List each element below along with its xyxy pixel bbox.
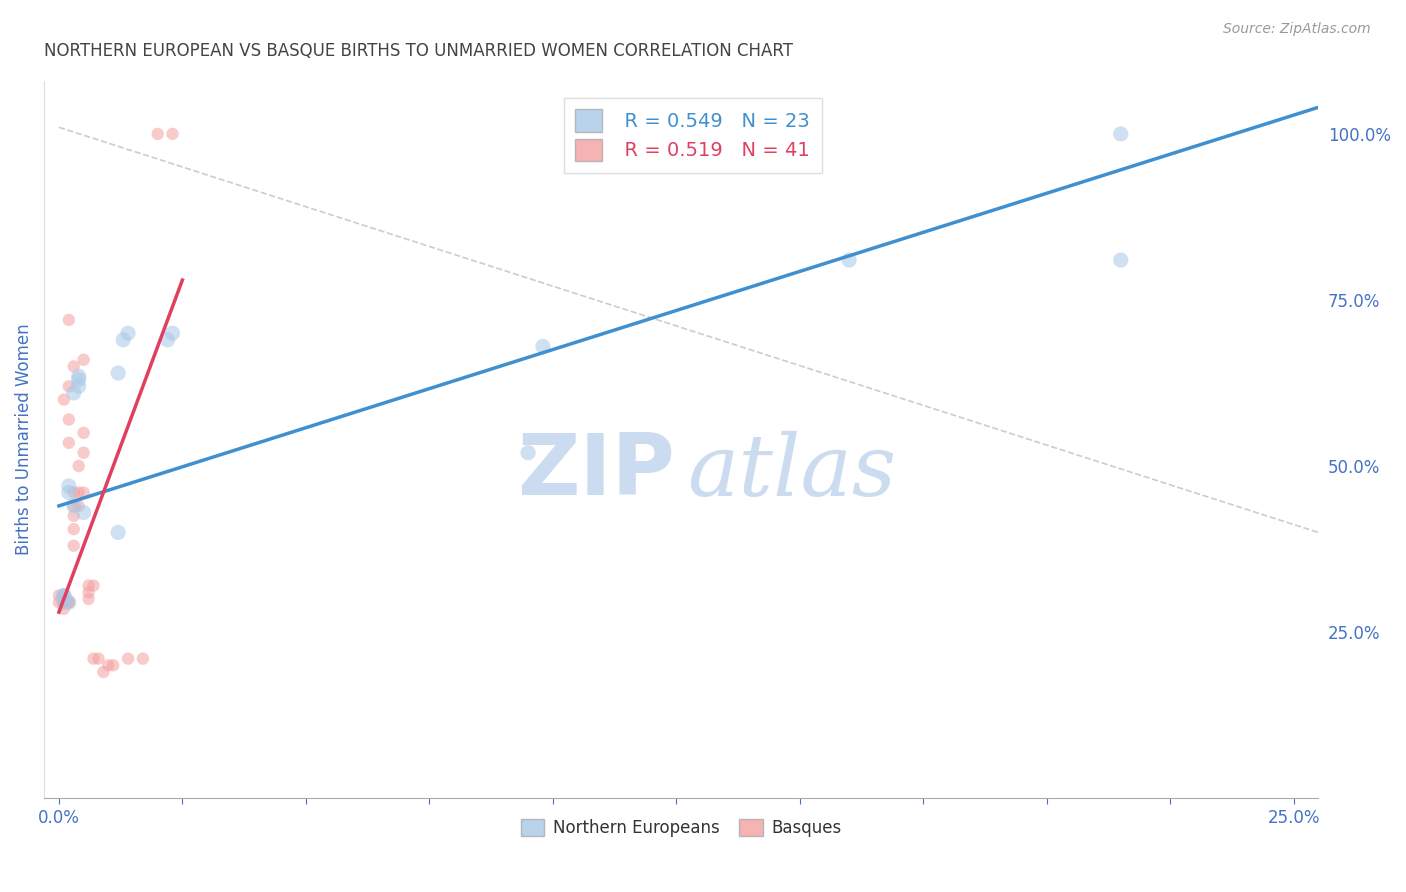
Point	[72, 485, 94, 500]
Point	[52, 595, 75, 609]
Point	[517, 446, 540, 460]
Point	[72, 446, 94, 460]
Point	[67, 485, 90, 500]
Point	[52, 589, 75, 603]
Point	[58, 595, 80, 609]
Point	[838, 253, 860, 268]
Point	[67, 369, 90, 384]
Point	[67, 379, 90, 393]
Point	[58, 595, 80, 609]
Point	[162, 326, 184, 341]
Point	[52, 595, 75, 609]
Point	[107, 525, 129, 540]
Point	[62, 499, 84, 513]
Point	[48, 589, 70, 603]
Point	[1109, 127, 1132, 141]
Point	[58, 485, 80, 500]
Point	[58, 595, 80, 609]
Point	[67, 499, 90, 513]
Point	[58, 479, 80, 493]
Point	[58, 412, 80, 426]
Point	[52, 595, 75, 609]
Point	[77, 578, 100, 592]
Point	[62, 499, 84, 513]
Text: Source: ZipAtlas.com: Source: ZipAtlas.com	[1223, 22, 1371, 37]
Y-axis label: Births to Unmarried Women: Births to Unmarried Women	[15, 324, 32, 555]
Point	[52, 589, 75, 603]
Point	[72, 425, 94, 440]
Point	[132, 651, 155, 665]
Point	[72, 506, 94, 520]
Point	[77, 585, 100, 599]
Point	[146, 127, 169, 141]
Point	[52, 589, 75, 603]
Point	[87, 651, 110, 665]
Point	[103, 658, 125, 673]
Point	[52, 602, 75, 616]
Text: atlas: atlas	[688, 431, 897, 513]
Point	[156, 333, 179, 347]
Point	[97, 658, 120, 673]
Point	[93, 665, 115, 679]
Point	[82, 651, 104, 665]
Point	[117, 651, 139, 665]
Point	[58, 435, 80, 450]
Point	[107, 366, 129, 380]
Point	[62, 359, 84, 374]
Point	[58, 313, 80, 327]
Point	[531, 339, 554, 353]
Point	[162, 127, 184, 141]
Point	[67, 458, 90, 473]
Point	[117, 326, 139, 341]
Point	[62, 508, 84, 523]
Text: ZIP: ZIP	[517, 430, 675, 513]
Point	[72, 352, 94, 367]
Point	[48, 595, 70, 609]
Point	[67, 373, 90, 387]
Point	[58, 595, 80, 609]
Point	[52, 392, 75, 407]
Point	[77, 591, 100, 606]
Text: NORTHERN EUROPEAN VS BASQUE BIRTHS TO UNMARRIED WOMEN CORRELATION CHART: NORTHERN EUROPEAN VS BASQUE BIRTHS TO UN…	[44, 42, 793, 60]
Point	[82, 578, 104, 592]
Point	[62, 485, 84, 500]
Point	[52, 595, 75, 609]
Point	[62, 522, 84, 536]
Point	[1109, 253, 1132, 268]
Point	[62, 386, 84, 401]
Point	[58, 379, 80, 393]
Point	[62, 539, 84, 553]
Point	[112, 333, 135, 347]
Legend: Northern Europeans, Basques: Northern Europeans, Basques	[515, 812, 848, 844]
